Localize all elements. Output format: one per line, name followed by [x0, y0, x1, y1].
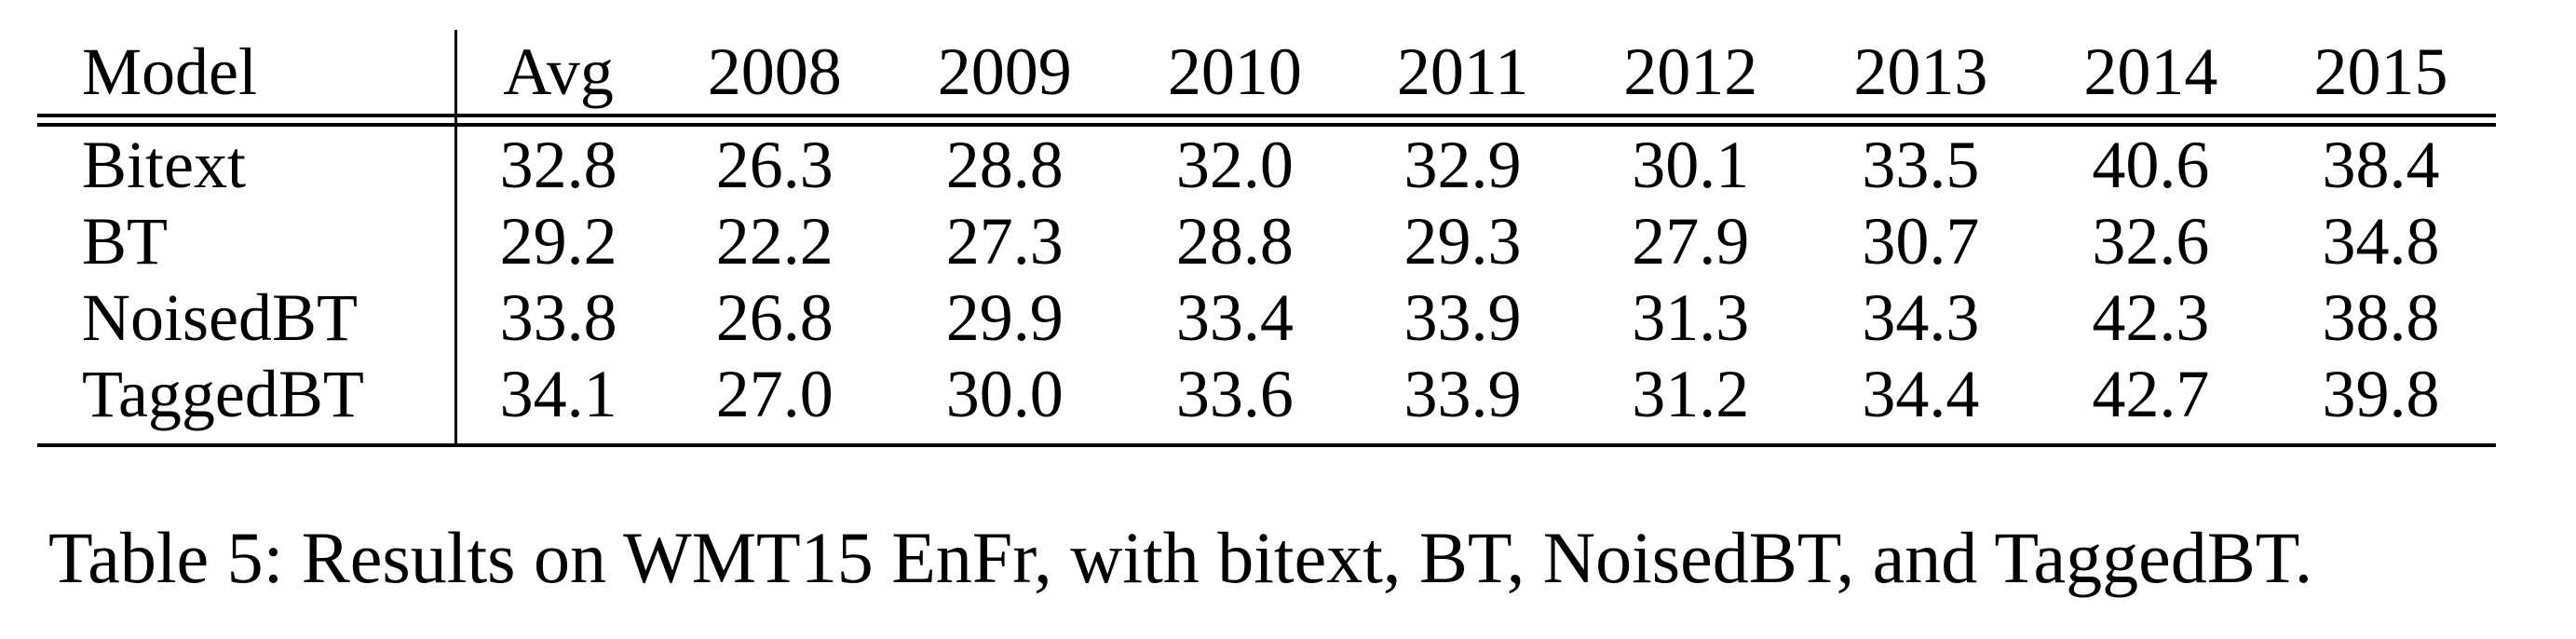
header-2011: 2011 [1396, 34, 1529, 109]
score-cell: 33.9 [1403, 280, 1522, 355]
score-cell: 32.8 [499, 128, 617, 202]
table-body: Bitext 32.8 26.3 28.8 32.0 32.9 30.1 33.5 40.6 38… [37, 125, 2496, 445]
score-cell: 38.4 [2322, 128, 2440, 202]
score-cell: 40.6 [2092, 128, 2210, 202]
score-cell: 39.8 [2322, 357, 2440, 431]
score-cell: 34.4 [1862, 357, 1980, 431]
score-cell: 27.3 [945, 204, 1064, 279]
model-name-cell: BT [37, 203, 457, 279]
score-cell: 32.0 [1175, 128, 1294, 202]
score-cell: 26.3 [715, 128, 834, 202]
score-cell: 33.8 [499, 280, 617, 355]
score-cell: 34.8 [2322, 204, 2440, 279]
score-cell: 29.2 [499, 204, 617, 279]
score-cell: 31.2 [1632, 357, 1750, 431]
score-cell: 42.3 [2092, 280, 2210, 355]
score-cell: 22.2 [715, 204, 834, 279]
results-table: Model Avg 2008 2009 2010 2011 2012 2013 … [37, 30, 2496, 447]
score-cell: 29.3 [1403, 204, 1522, 279]
score-cell: 33.9 [1403, 357, 1522, 431]
table-header-row: Model Avg 2008 2009 2010 2011 2012 2013 … [37, 30, 2496, 116]
table-row: TaggedBT 34.1 27.0 30.0 33.6 33.9 31.2 34.4 42.7… [37, 356, 2496, 445]
model-name-cell: TaggedBT [37, 356, 457, 445]
score-cell: 38.8 [2322, 280, 2440, 355]
score-cell: 28.8 [1175, 204, 1294, 279]
score-cell: 27.9 [1632, 204, 1750, 279]
header-2008: 2008 [707, 34, 842, 109]
header-model: Model [37, 30, 457, 116]
rule-cell [37, 114, 457, 127]
score-cell: 30.0 [945, 357, 1064, 431]
score-cell: 27.0 [715, 357, 834, 431]
score-cell: 29.9 [945, 280, 1064, 355]
model-name-cell: Bitext [37, 125, 457, 203]
header-2013: 2013 [1853, 34, 1988, 109]
model-name-cell: NoisedBT [37, 279, 457, 356]
score-cell: 30.7 [1862, 204, 1980, 279]
score-cell: 33.4 [1175, 280, 1294, 355]
table-row: Bitext 32.8 26.3 28.8 32.0 32.9 30.1 33.5 40.6 38… [37, 125, 2496, 203]
results-table-container: Model Avg 2008 2009 2010 2011 2012 2013 … [37, 30, 2496, 447]
score-cell: 34.1 [499, 357, 617, 431]
score-cell: 26.8 [715, 280, 834, 355]
table-row: NoisedBT 33.8 26.8 29.9 33.4 33.9 31.3 34.3 42.3… [37, 279, 2496, 356]
header-2009: 2009 [937, 34, 1072, 109]
rule-cell [455, 114, 2496, 127]
score-cell: 33.5 [1862, 128, 1980, 202]
score-cell: 34.3 [1862, 280, 1980, 355]
header-2014: 2014 [2083, 34, 2218, 109]
header-avg: Avg [503, 34, 614, 109]
header-2012: 2012 [1623, 34, 1758, 109]
header-2015: 2015 [2313, 34, 2448, 109]
score-cell: 33.6 [1175, 357, 1294, 431]
score-cell: 32.6 [2092, 204, 2210, 279]
score-cell: 30.1 [1632, 128, 1750, 202]
score-cell: 31.3 [1632, 280, 1750, 355]
score-cell: 42.7 [2092, 357, 2210, 431]
score-cell: 28.8 [945, 128, 1064, 202]
table-row: BT 29.2 22.2 27.3 28.8 29.3 27.9 30.7 32.6 34.8 [37, 203, 2496, 279]
header-2010: 2010 [1167, 34, 1302, 109]
score-cell: 32.9 [1403, 128, 1522, 202]
table-caption: Table 5: Results on WMT15 EnFr, with bit… [48, 517, 2313, 598]
double-rule-top [37, 114, 2496, 127]
